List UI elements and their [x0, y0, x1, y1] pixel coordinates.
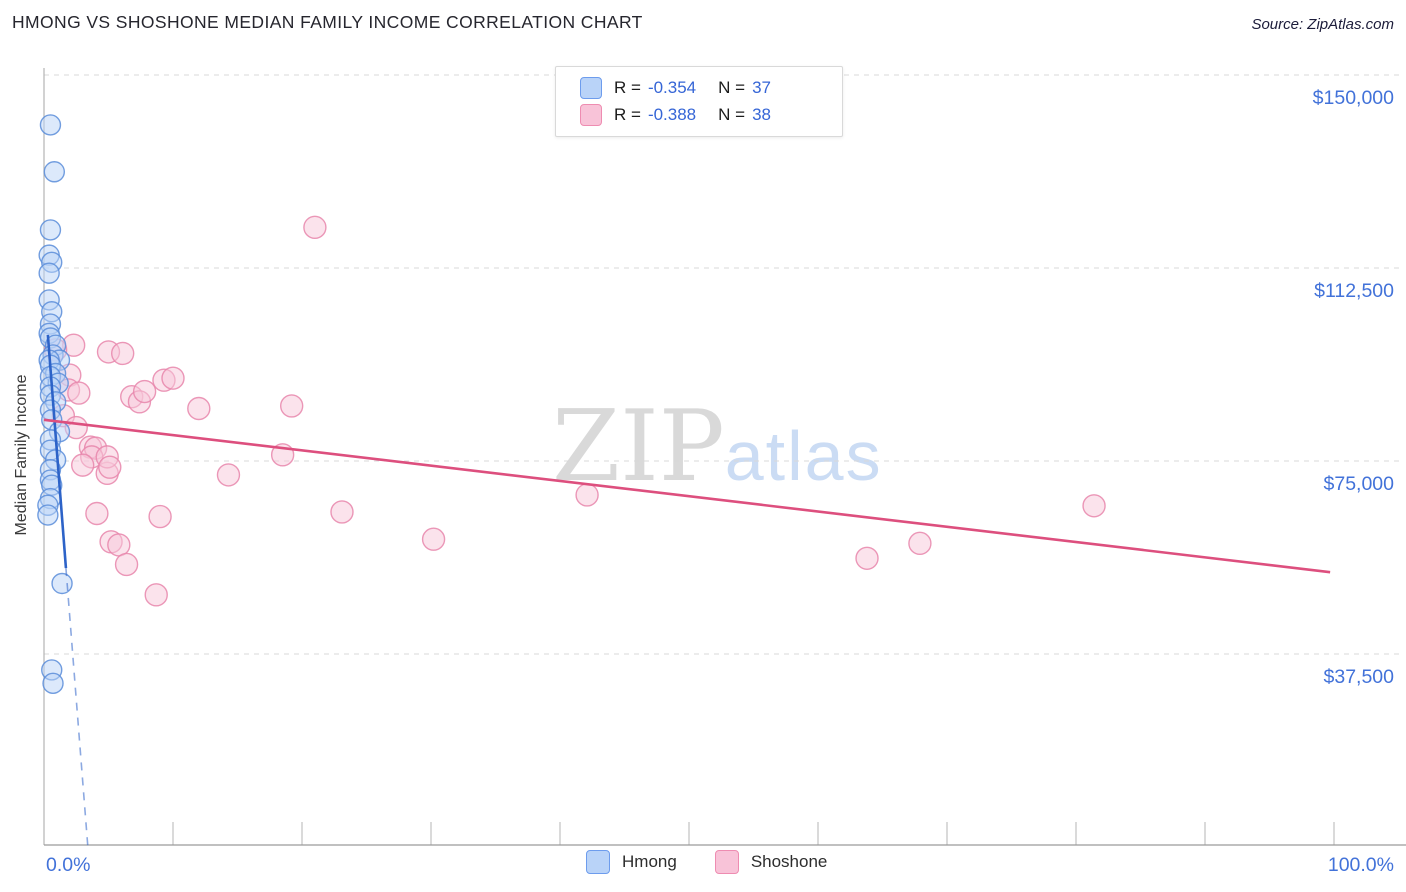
point-shoshone[interactable] [1082, 494, 1106, 518]
point-shoshone[interactable] [187, 396, 211, 421]
point-hmong[interactable] [38, 262, 60, 284]
point-shoshone[interactable] [161, 366, 185, 390]
r-label: R = [614, 104, 641, 124]
point-shoshone[interactable] [330, 500, 354, 524]
shoshone-swatch-icon [714, 850, 739, 874]
point-shoshone[interactable] [216, 463, 241, 487]
r-value: -0.388 [647, 104, 697, 124]
y-tick-label: $112,500 [1314, 280, 1394, 302]
n-value: 37 [752, 77, 771, 97]
y-tick-label: $37,500 [1324, 666, 1395, 688]
trend-line-hmong [46, 334, 68, 569]
point-shoshone[interactable] [107, 533, 131, 557]
series-legend: Hmong Shoshone [586, 850, 827, 874]
point-shoshone[interactable] [114, 552, 139, 577]
r-value: -0.354 [647, 77, 697, 97]
y-tick-label: $150,000 [1313, 87, 1394, 109]
point-shoshone[interactable] [855, 546, 879, 570]
point-hmong[interactable] [37, 504, 59, 526]
y-tick-label: $75,000 [1324, 473, 1395, 495]
x-tick-label-max: 100.0% [1328, 854, 1394, 876]
point-shoshone[interactable] [575, 483, 599, 507]
point-hmong[interactable] [39, 219, 62, 241]
n-label: N = [718, 104, 746, 124]
point-shoshone[interactable] [110, 341, 135, 366]
legend-row-hmong: R = -0.354 N = 37 [580, 74, 830, 101]
n-value: 38 [752, 104, 771, 124]
point-shoshone[interactable] [148, 504, 172, 529]
legend-item-hmong: Hmong [586, 850, 677, 874]
point-shoshone[interactable] [421, 527, 446, 551]
point-hmong[interactable] [43, 161, 66, 183]
point-shoshone[interactable] [70, 453, 95, 477]
point-shoshone[interactable] [279, 394, 304, 418]
trend-line-extension-hmong [65, 567, 89, 848]
point-shoshone[interactable] [85, 501, 109, 526]
shoshone-swatch-icon [580, 103, 602, 126]
point-shoshone[interactable] [303, 215, 327, 240]
legend-label: Hmong [622, 852, 677, 871]
point-hmong[interactable] [42, 672, 64, 695]
legend-row-shoshone: R = -0.388 N = 38 [580, 101, 830, 128]
point-shoshone[interactable] [144, 583, 168, 607]
point-hmong[interactable] [51, 572, 73, 595]
point-shoshone[interactable] [98, 455, 122, 479]
legend-item-shoshone: Shoshone [714, 850, 828, 874]
hmong-swatch-icon [580, 76, 602, 99]
correlation-legend-box: R = -0.354 N = 37 R = -0.388 N = 38 [555, 66, 843, 137]
page-title: HMONG VS SHOSHONE MEDIAN FAMILY INCOME C… [12, 12, 643, 32]
hmong-swatch-icon [586, 850, 610, 874]
x-tick-label-min: 0.0% [46, 854, 90, 876]
n-label: N = [718, 77, 746, 97]
point-shoshone[interactable] [67, 381, 91, 405]
point-shoshone[interactable] [132, 379, 157, 404]
r-label: R = [614, 77, 641, 97]
trend-line-shoshone [43, 418, 1331, 574]
source-link[interactable]: Source: ZipAtlas.com [1251, 16, 1394, 33]
legend-label: Shoshone [750, 852, 828, 871]
point-hmong[interactable] [39, 114, 62, 136]
point-shoshone[interactable] [908, 531, 932, 556]
